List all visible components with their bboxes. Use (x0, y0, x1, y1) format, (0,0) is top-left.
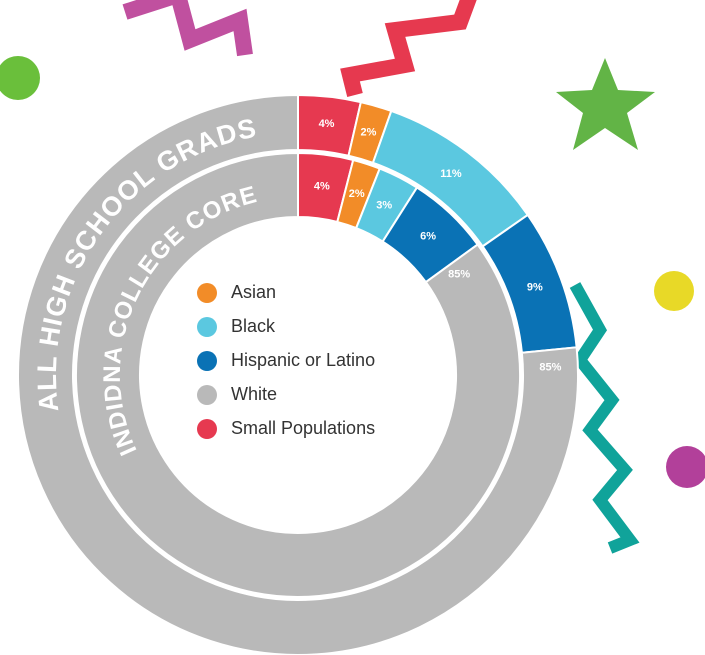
value-label: 9% (527, 281, 543, 293)
value-label: 3% (376, 200, 392, 212)
value-label: 4% (319, 118, 335, 130)
value-label: 85% (539, 362, 561, 374)
chart: 4%2%11%9%85%4%2%3%6%85% ALL HIGH SCHOOL … (0, 0, 705, 655)
legend-swatch (197, 351, 217, 371)
legend-swatch (197, 283, 217, 303)
legend-swatch (197, 317, 217, 337)
value-label: 11% (440, 168, 462, 180)
value-label: 6% (420, 230, 436, 242)
legend-label: Hispanic or Latino (231, 350, 375, 370)
legend-swatch (197, 419, 217, 439)
value-label: 2% (361, 126, 377, 138)
value-label: 85% (448, 268, 470, 280)
legend-label: Black (231, 316, 276, 336)
legend-label: Small Populations (231, 418, 375, 438)
legend: Asian Black Hispanic or Latino White Small P… (197, 282, 375, 439)
legend-label: Asian (231, 282, 276, 302)
value-label: 4% (314, 180, 330, 192)
legend-swatch (197, 385, 217, 405)
legend-label: White (231, 384, 277, 404)
value-label: 2% (349, 188, 365, 200)
